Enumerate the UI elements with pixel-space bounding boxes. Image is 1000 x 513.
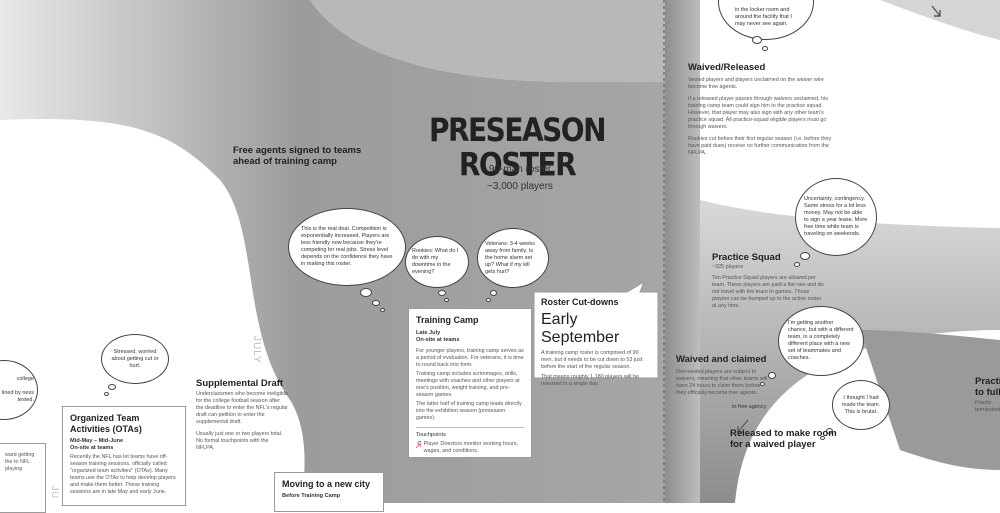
thought-veterans: Veterans: 3-4 weeks away from family. Is… [477, 228, 549, 288]
thought-dot [760, 382, 765, 386]
player-count: ~3,000 players [487, 181, 553, 192]
month-label-july: JULY [251, 336, 262, 364]
training-camp-card: Training Camp Late July On-site at teams… [408, 308, 532, 458]
thought-real-deal: This is the real deal. Competition is ex… [288, 208, 406, 286]
top-band [0, 0, 665, 82]
waived-released-heading: Waived/Released [688, 62, 766, 73]
practice-partial-p1: Practic terminated [975, 400, 1000, 413]
thought-rookies: Rookies: What do I do with my downtime i… [405, 236, 469, 288]
thought-dot [380, 308, 385, 312]
thought-stressed: Stressed, worried about getting cut or h… [101, 334, 169, 384]
otas-heading: Organized Team Activities (OTAs) [70, 413, 142, 434]
cutdowns-p1: A training camp roster is comprised of 9… [541, 350, 643, 370]
waived-claimed-section: Waived and claimed Non-vested players ar… [676, 354, 772, 397]
cutdowns-card: Roster Cut-downs Early September A train… [534, 292, 656, 387]
right-upper [700, 0, 1000, 210]
practice-squad-p1: Ten Practice Squad players are allowed p… [712, 275, 824, 309]
thought-dot [800, 252, 810, 260]
free-agents-label: Free agents signed to teams ahead of tra… [233, 145, 362, 167]
practice-squad-count: ~325 players [712, 264, 744, 270]
thought-dot [486, 298, 491, 302]
waived-claimed-p1: Non-vested players are subject to waiver… [676, 369, 768, 396]
left-partial-text: ward getting the to NFL playing [5, 452, 35, 472]
waived-claimed-heading: Waived and claimed [676, 354, 767, 365]
training-camp-heading: Training Camp [416, 315, 479, 325]
free-agency-label: to free agency [732, 404, 767, 410]
waived-released-p1: Vested players and players unclaimed on … [688, 77, 824, 90]
supplemental-draft-p1: Underclassmen who become ineligible for … [196, 391, 288, 425]
otas-dates: Mid-May – Mid-June [70, 438, 124, 444]
arrow-down-right-icon [931, 5, 941, 17]
touchpoints-label: Touchpoints [416, 432, 446, 438]
thought-dot [752, 36, 762, 44]
thought-brutal: I thought I had made the team. This is b… [832, 380, 890, 430]
thought-dot [108, 384, 116, 390]
thought-dot [444, 298, 449, 302]
waived-released-p3: Rookies cut before their first regular s… [688, 136, 832, 156]
thought-dot [794, 262, 800, 267]
thought-dot [762, 46, 768, 51]
practice-squad-heading: Practice Squad [712, 252, 781, 263]
touchpoint-row: Player Directors monitor working hours, … [416, 441, 524, 455]
waived-released-p2: If a released player passes through waiv… [688, 96, 828, 130]
thought-dot [438, 290, 446, 296]
practice-partial-heading: Practi to full [975, 376, 1000, 398]
thought-dot [360, 288, 372, 297]
supplemental-draft-p2: Usually just one or two players total. N… [196, 431, 283, 451]
thought-dot [104, 392, 109, 396]
new-city-card: Moving to a new city Before Training Cam… [274, 472, 384, 512]
released-room-heading: Released to make room for a waived playe… [730, 428, 837, 450]
thought-dot [372, 300, 380, 306]
touchpoint-text: Player Directors monitor working hours, … [423, 441, 519, 454]
right-band [665, 0, 700, 503]
practice-partial-section: Practi to full Practic terminated [975, 376, 1000, 414]
training-camp-p2: Training camp includes scrimmages, drill… [416, 371, 520, 398]
otas-p1: Recently the NFL has let teams have off-… [70, 454, 176, 495]
thought-dot [820, 436, 825, 440]
otas-where: On-site at teams [70, 445, 114, 451]
supplemental-draft-section: Supplemental Draft Underclassmen who bec… [196, 378, 288, 452]
cutdowns-heading: Roster Cut-downs [541, 297, 619, 307]
training-camp-where: On-site at teams [416, 337, 460, 343]
thought-dot [826, 428, 833, 434]
cutdowns-p2: That means roughly 1,180 players will be… [541, 374, 639, 387]
thought-dot [490, 290, 497, 296]
supplemental-draft-heading: Supplemental Draft [196, 378, 284, 389]
training-camp-p1: For younger players, training camp serve… [416, 348, 524, 368]
thought-dot [768, 372, 776, 379]
new-city-sub: Before Training Camp [282, 493, 341, 499]
cutdowns-callout-shape [533, 282, 659, 379]
cutdowns-dates: Early September [541, 311, 620, 346]
practice-squad-section: Practice Squad ~325 players Ten Practice… [712, 252, 824, 310]
thought-uncertainty: Uncertainty, contingency. Same stress fo… [795, 178, 877, 256]
training-camp-p3: The latter half of training camp leads d… [416, 401, 522, 421]
waived-released-section: Waived/Released Vested players and playe… [688, 62, 838, 157]
thought-another-chance: I'm getting another chance, but with a d… [778, 306, 864, 376]
page-title: PRESEASON ROSTER [428, 111, 607, 184]
training-camp-dates: Late July [416, 330, 441, 336]
touchpoints-block: Touchpoints Player Directors monitor wor… [416, 427, 524, 455]
person-icon [416, 441, 421, 448]
roster-size: 90-man roster [488, 164, 552, 175]
free-agency-arrow-icon [737, 419, 749, 433]
month-label-partial: JU [50, 486, 60, 499]
top-right-fade [880, 0, 1000, 40]
right-lower-band [860, 330, 1000, 470]
otas-card: Organized Team Activities (OTAs) Mid-May… [62, 406, 186, 506]
new-city-heading: Moving to a new city [282, 479, 371, 489]
